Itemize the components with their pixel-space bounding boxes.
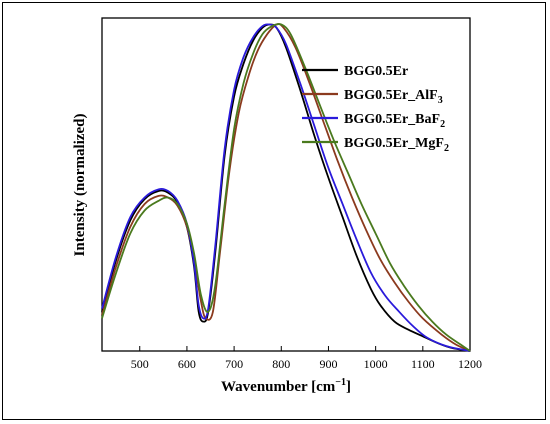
legend: BGG0.5Er BGG0.5Er_AlF3 BGG0.5Er_BaF2 BGG0.5…: [302, 64, 449, 154]
figure-frame: [2, 2, 546, 420]
x-axis-ticks: 500 600 700 800 900 1000 1100 1200: [131, 346, 482, 371]
y-axis-title: Intensity (normalized): [72, 114, 88, 257]
x-tick-label: 800: [272, 357, 290, 371]
x-tick-label: 1200: [458, 357, 482, 371]
x-tick-label: 1100: [411, 357, 435, 371]
x-axis-title: Wavenumber [cm−1]: [221, 377, 351, 395]
x-tick-label: 700: [225, 357, 243, 371]
x-tick-label: 900: [319, 357, 337, 371]
x-tick-label: 1000: [364, 357, 388, 371]
legend-label-2: BGG0.5Er_AlF3: [344, 88, 443, 106]
legend-label-3: BGG0.5Er_BaF2: [344, 112, 445, 130]
plot-area: [101, 17, 471, 352]
series-lines: [101, 23, 471, 352]
x-tick-label: 500: [131, 357, 149, 371]
series-line-1: [101, 23, 471, 352]
series-line-3: [101, 23, 471, 352]
x-tick-label: 600: [178, 357, 196, 371]
series-line-4: [101, 23, 471, 352]
legend-label-4: BGG0.5Er_MgF2: [344, 136, 449, 154]
legend-label-1: BGG0.5Er: [344, 64, 408, 79]
